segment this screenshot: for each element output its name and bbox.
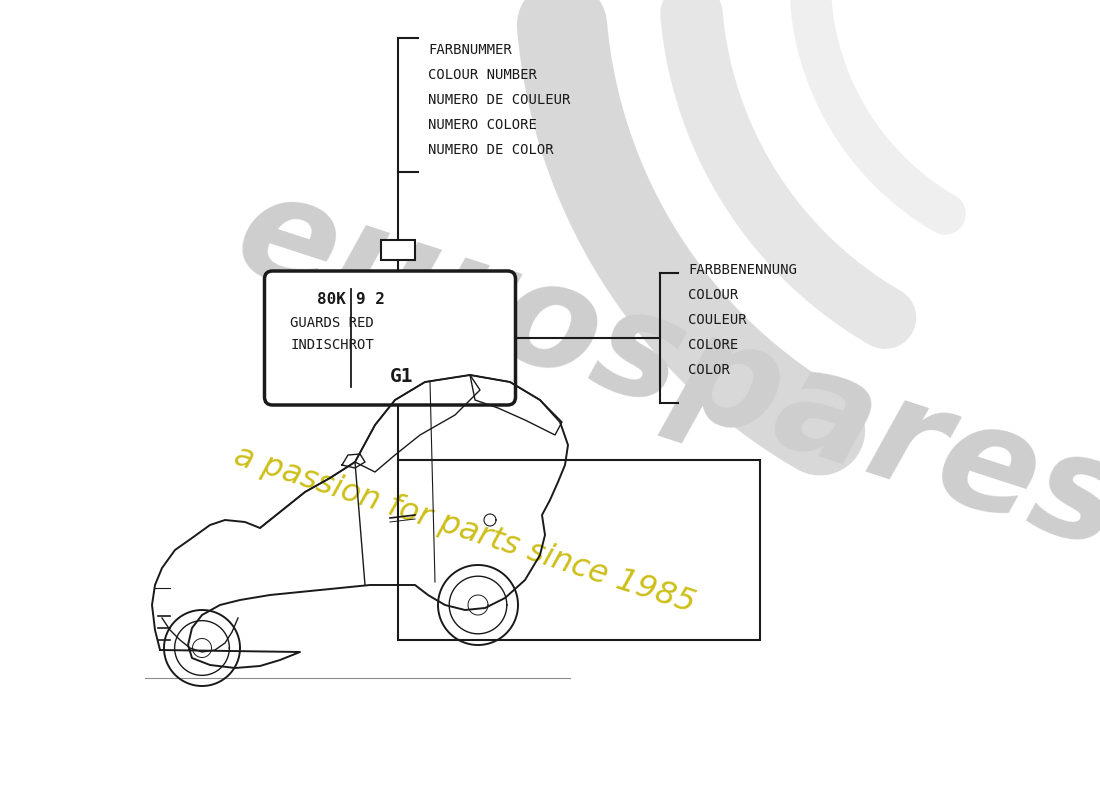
Text: eurospares: eurospares	[220, 161, 1100, 579]
Text: COULEUR: COULEUR	[688, 313, 747, 327]
Text: NUMERO DE COLOR: NUMERO DE COLOR	[428, 143, 553, 157]
Bar	[398, 460, 760, 640]
Bar	[381, 240, 415, 260]
Text: 80K: 80K	[317, 291, 345, 306]
Text: COLOUR NUMBER: COLOUR NUMBER	[428, 68, 537, 82]
Text: a passion for parts since 1985: a passion for parts since 1985	[230, 441, 700, 619]
Text: GUARDS RED: GUARDS RED	[290, 316, 374, 330]
Text: INDISCHROT: INDISCHROT	[290, 338, 374, 352]
Text: COLORE: COLORE	[688, 338, 738, 352]
Text: G1: G1	[390, 367, 414, 386]
Text: NUMERO COLORE: NUMERO COLORE	[428, 118, 537, 132]
FancyBboxPatch shape	[264, 271, 516, 405]
Text: COLOUR: COLOUR	[688, 288, 738, 302]
Text: FARBBENENNUNG: FARBBENENNUNG	[688, 263, 796, 277]
Text: NUMERO DE COULEUR: NUMERO DE COULEUR	[428, 93, 571, 107]
Text: COLOR: COLOR	[688, 363, 730, 377]
Text: 9 2: 9 2	[355, 291, 384, 306]
Text: FARBNUMMER: FARBNUMMER	[428, 43, 512, 57]
